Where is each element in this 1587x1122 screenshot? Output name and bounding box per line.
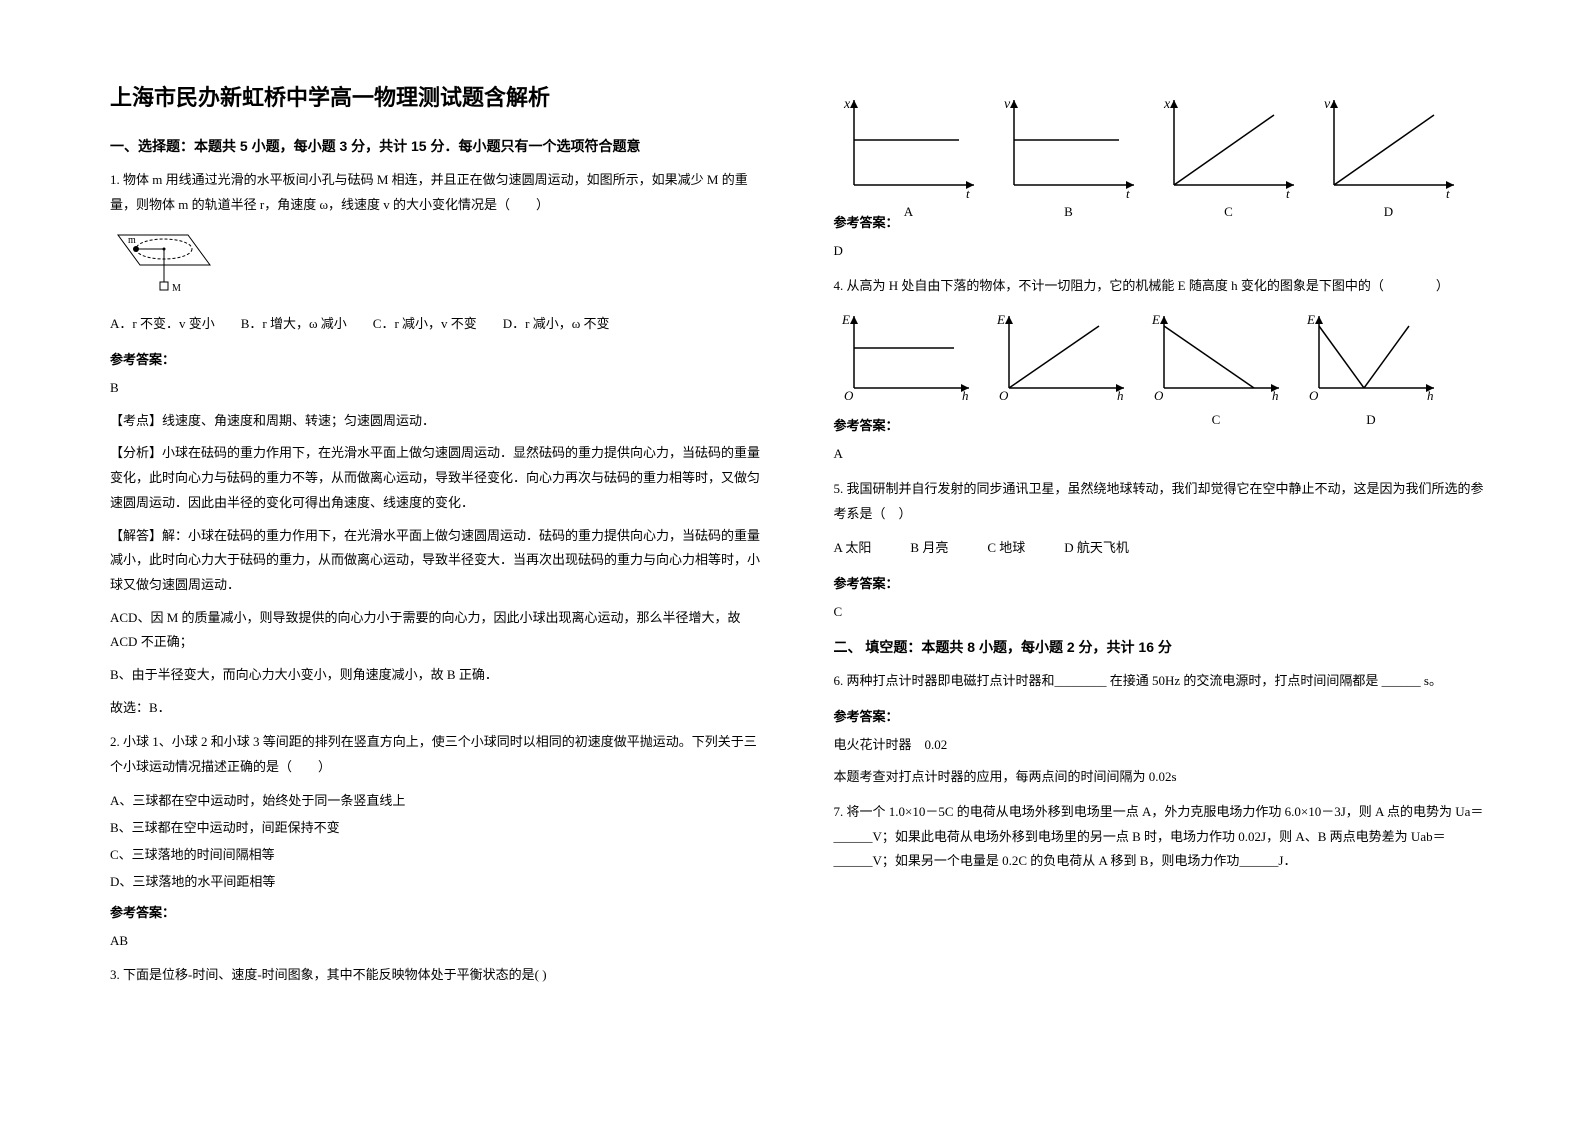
q1-kp: 【考点】线速度、角速度和周期、转速；匀速圆周运动． — [110, 409, 764, 434]
q2-ans: AB — [110, 929, 764, 954]
q4-graphs: E O h E O h — [834, 308, 1488, 403]
q4-label-d: D — [1299, 412, 1444, 428]
q3-label-d: D — [1314, 204, 1464, 220]
q6-ans2: 本题考查对打点计时器的应用，每两点间的时间间隔为 0.02s — [834, 765, 1488, 790]
svg-text:m: m — [128, 235, 136, 246]
svg-text:t: t — [966, 186, 970, 200]
svg-text:E: E — [841, 312, 850, 327]
q3-label-b: B — [994, 204, 1144, 220]
q2-opt-a: A、三球都在空中运动时，始终处于同一条竖直线上 — [110, 790, 764, 809]
page-title: 上海市民办新虹桥中学高一物理测试题含解析 — [110, 80, 764, 112]
svg-text:O: O — [999, 388, 1009, 403]
svg-text:v: v — [1004, 97, 1011, 112]
q4-stem: 4. 从高为 H 处自由下落的物体，不计一切阻力，它的机械能 E 随高度 h 变… — [834, 274, 1488, 299]
q2-opt-c: C、三球落地的时间间隔相等 — [110, 844, 764, 863]
svg-text:x: x — [1163, 97, 1171, 112]
q4-label-c: C — [1144, 412, 1289, 428]
svg-text:v: v — [1324, 97, 1331, 112]
q3-graphs: x t A v t B — [834, 90, 1488, 200]
q3-graph-a: x t A — [834, 90, 984, 200]
svg-text:O: O — [1154, 388, 1164, 403]
q3-label-c: C — [1154, 204, 1304, 220]
svg-text:h: h — [1427, 388, 1434, 403]
q5-ans-label: 参考答案： — [834, 573, 1488, 592]
q3-ans: D — [834, 239, 1488, 264]
svg-text:E: E — [996, 312, 1005, 327]
q1-jd3: B、由于半径变大，而向心力大小变小，则角速度减小，故 B 正确． — [110, 663, 764, 688]
q1-jd1: 【解答】解：小球在砝码的重力作用下，在光滑水平面上做匀速圆周运动．砝码的重力提供… — [110, 524, 764, 598]
svg-text:h: h — [1117, 388, 1124, 403]
q1-ans-letter: B — [110, 376, 764, 401]
q2-opt-b: B、三球都在空中运动时，间距保持不变 — [110, 817, 764, 836]
q4-ans: A — [834, 442, 1488, 467]
q1-fx: 【分析】小球在砝码的重力作用下，在光滑水平面上做匀速圆周运动．显然砝码的重力提供… — [110, 441, 764, 515]
q4-graph-b: E O h — [989, 308, 1134, 403]
q4-graph-c: E O h C — [1144, 308, 1289, 403]
q3-graph-d: v t D — [1314, 90, 1464, 200]
right-column: x t A v t B — [834, 80, 1488, 1082]
q1-ans-label: 参考答案： — [110, 349, 764, 368]
q5-options: A 太阳 B 月亮 C 地球 D 航天飞机 — [834, 536, 1488, 561]
q5-ans: C — [834, 600, 1488, 625]
svg-text:t: t — [1446, 186, 1450, 200]
svg-text:t: t — [1286, 186, 1290, 200]
section-1-title: 一、选择题：本题共 5 小题，每小题 3 分，共计 15 分．每小题只有一个选项… — [110, 136, 764, 156]
q3-graph-b: v t B — [994, 90, 1144, 200]
q3-stem: 3. 下面是位移-时间、速度-时间图象，其中不能反映物体处于平衡状态的是( ) — [110, 963, 764, 988]
q4-graph-a: E O h — [834, 308, 979, 403]
q6-stem: 6. 两种打点计时器即电磁打点计时器和________ 在接通 50Hz 的交流… — [834, 669, 1488, 694]
q1-jd2: ACD、因 M 的质量减小，则导致提供的向心力小于需要的向心力，因此小球出现离心… — [110, 606, 764, 655]
svg-text:O: O — [1309, 388, 1319, 403]
svg-text:E: E — [1151, 312, 1160, 327]
q1-stem: 1. 物体 m 用线通过光滑的水平板间小孔与砝码 M 相连，并且正在做匀速圆周运… — [110, 168, 764, 217]
q1-options: A．r 不变．v 变小 B．r 增大，ω 减小 C．r 减小，v 不变 D．r … — [110, 312, 764, 337]
section-2-title: 二、 填空题：本题共 8 小题，每小题 2 分，共计 16 分 — [834, 637, 1488, 657]
q4-graph-d: E O h D — [1299, 308, 1444, 403]
q7-stem: 7. 将一个 1.0×10－5C 的电荷从电场外移到电场里一点 A，外力克服电场… — [834, 800, 1488, 874]
q2-stem: 2. 小球 1、小球 2 和小球 3 等间距的排列在竖直方向上，使三个小球同时以… — [110, 730, 764, 779]
svg-text:O: O — [844, 388, 854, 403]
q5-stem: 5. 我国研制并自行发射的同步通讯卫星，虽然绕地球转动，我们却觉得它在空中静止不… — [834, 477, 1488, 526]
svg-text:h: h — [962, 388, 969, 403]
left-column: 上海市民办新虹桥中学高一物理测试题含解析 一、选择题：本题共 5 小题，每小题 … — [110, 80, 764, 1082]
q1-figure: m M — [110, 227, 764, 302]
svg-text:t: t — [1126, 186, 1130, 200]
q2-opt-d: D、三球落地的水平间距相等 — [110, 871, 764, 890]
q3-label-a: A — [834, 204, 984, 220]
q1-jd4: 故选：B． — [110, 696, 764, 721]
svg-text:h: h — [1272, 388, 1279, 403]
q3-graph-c: x t C — [1154, 90, 1304, 200]
q6-ans-label: 参考答案： — [834, 706, 1488, 725]
svg-text:x: x — [843, 97, 851, 112]
svg-text:M: M — [172, 283, 181, 294]
svg-text:E: E — [1306, 312, 1315, 327]
q6-ans1: 电火花计时器 0.02 — [834, 733, 1488, 758]
q2-ans-label: 参考答案： — [110, 902, 764, 921]
